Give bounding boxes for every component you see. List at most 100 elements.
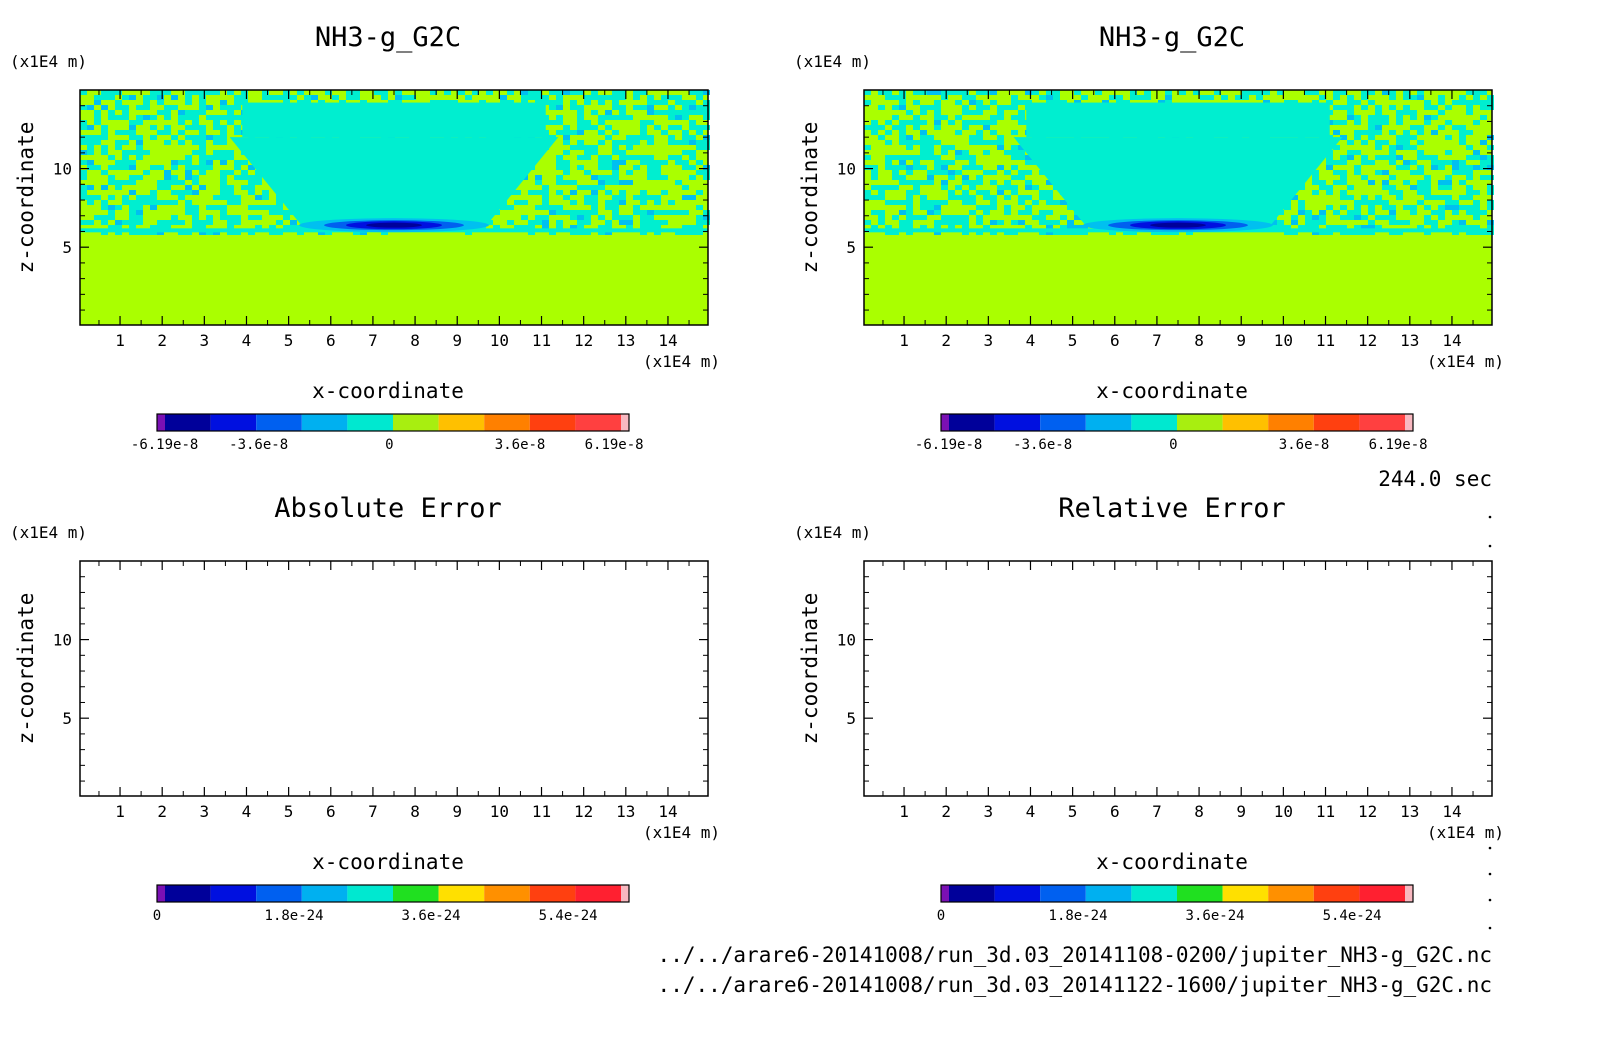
noise-cell bbox=[136, 175, 143, 180]
noise-cell bbox=[1340, 155, 1347, 160]
noise-cell bbox=[955, 220, 962, 225]
noise-cell bbox=[101, 130, 108, 135]
trough-contour bbox=[1150, 222, 1206, 228]
noise-cell bbox=[1242, 90, 1249, 95]
noise-cell bbox=[969, 155, 976, 160]
noise-cell bbox=[948, 215, 955, 220]
noise-cell bbox=[1025, 180, 1032, 185]
noise-cell bbox=[1452, 225, 1459, 230]
noise-cell bbox=[1487, 160, 1494, 165]
noise-cell bbox=[1431, 115, 1438, 120]
noise-cell bbox=[1438, 215, 1445, 220]
colorbar-tick-label: 0 bbox=[385, 437, 393, 453]
noise-cell bbox=[899, 135, 906, 140]
noise-cell bbox=[164, 130, 171, 135]
x-tick-label: 14 bbox=[1442, 802, 1461, 821]
noise-cell bbox=[997, 185, 1004, 190]
noise-cell bbox=[654, 165, 661, 170]
colorbar-segment bbox=[165, 414, 211, 431]
noise-cell bbox=[577, 115, 584, 120]
noise-cell bbox=[675, 115, 682, 120]
x-tick-label: 14 bbox=[658, 331, 677, 350]
noise-cell bbox=[1025, 225, 1032, 230]
noise-cell bbox=[703, 175, 710, 180]
noise-cell bbox=[1424, 180, 1431, 185]
noise-cell bbox=[1081, 95, 1088, 100]
noise-cell bbox=[1452, 210, 1459, 215]
noise-cell bbox=[1410, 170, 1417, 175]
noise-cell bbox=[115, 100, 122, 105]
noise-cell bbox=[668, 155, 675, 160]
noise-cell bbox=[598, 130, 605, 135]
noise-cell bbox=[927, 105, 934, 110]
noise-cell bbox=[892, 230, 899, 235]
noise-cell bbox=[213, 195, 220, 200]
noise-cell bbox=[150, 190, 157, 195]
noise-cell bbox=[619, 90, 626, 95]
noise-cell bbox=[584, 100, 591, 105]
noise-cell bbox=[1263, 100, 1270, 105]
noise-cell bbox=[948, 90, 955, 95]
noise-cell bbox=[927, 155, 934, 160]
y-unit-label: (x1E4 m) bbox=[10, 523, 87, 542]
noise-cell bbox=[1039, 190, 1046, 195]
heatmap-field bbox=[80, 90, 710, 325]
noise-cell bbox=[675, 125, 682, 130]
noise-cell bbox=[1333, 95, 1340, 100]
noise-cell bbox=[192, 220, 199, 225]
noise-cell bbox=[927, 175, 934, 180]
noise-cell bbox=[633, 205, 640, 210]
noise-cell bbox=[612, 215, 619, 220]
noise-cell bbox=[549, 120, 556, 125]
noise-cell bbox=[696, 145, 703, 150]
noise-cell bbox=[241, 100, 248, 105]
noise-cell bbox=[605, 160, 612, 165]
noise-cell bbox=[1032, 200, 1039, 205]
noise-cell bbox=[129, 120, 136, 125]
noise-cell bbox=[94, 140, 101, 145]
noise-cell bbox=[962, 195, 969, 200]
noise-cell bbox=[598, 180, 605, 185]
noise-cell bbox=[647, 110, 654, 115]
noise-cell bbox=[927, 145, 934, 150]
noise-cell bbox=[920, 215, 927, 220]
noise-cell bbox=[878, 125, 885, 130]
noise-cell bbox=[619, 140, 626, 145]
noise-cell bbox=[129, 160, 136, 165]
noise-cell bbox=[157, 185, 164, 190]
noise-cell bbox=[542, 200, 549, 205]
noise-cell bbox=[1326, 185, 1333, 190]
noise-cell bbox=[906, 220, 913, 225]
noise-cell bbox=[647, 100, 654, 105]
plume-region bbox=[229, 137, 559, 226]
noise-cell bbox=[997, 115, 1004, 120]
noise-cell bbox=[1417, 95, 1424, 100]
noise-cell bbox=[220, 190, 227, 195]
noise-cell bbox=[1459, 220, 1466, 225]
noise-cell bbox=[1466, 145, 1473, 150]
x-tick-label: 12 bbox=[1358, 802, 1377, 821]
noise-cell bbox=[997, 145, 1004, 150]
noise-cell bbox=[633, 155, 640, 160]
noise-cell bbox=[1375, 225, 1382, 230]
noise-cell bbox=[325, 230, 332, 235]
dot-marker bbox=[1488, 926, 1492, 930]
noise-cell bbox=[1417, 155, 1424, 160]
noise-cell bbox=[143, 95, 150, 100]
noise-cell bbox=[892, 170, 899, 175]
noise-cell bbox=[185, 185, 192, 190]
colorbar-tick-label: 6.19e-8 bbox=[1369, 437, 1428, 453]
noise-cell bbox=[171, 95, 178, 100]
noise-cell bbox=[1410, 95, 1417, 100]
noise-cell bbox=[1445, 200, 1452, 205]
noise-cell bbox=[962, 120, 969, 125]
noise-cell bbox=[1403, 205, 1410, 210]
noise-cell bbox=[577, 120, 584, 125]
noise-cell bbox=[227, 225, 234, 230]
noise-cell bbox=[1011, 145, 1018, 150]
noise-cell bbox=[1368, 125, 1375, 130]
colorbar-frame bbox=[940, 413, 1414, 432]
noise-cell bbox=[1410, 205, 1417, 210]
colorbar-segment bbox=[949, 414, 995, 431]
noise-cell bbox=[983, 105, 990, 110]
